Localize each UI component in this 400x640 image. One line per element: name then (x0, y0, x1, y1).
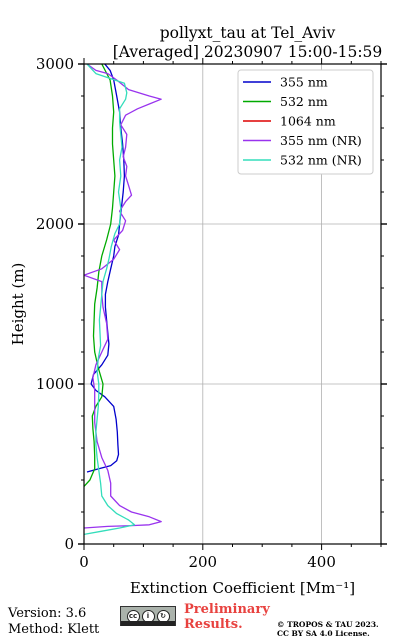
series-layer (84, 64, 162, 536)
series-line (84, 64, 136, 536)
x-tick-label: 400 (307, 553, 336, 571)
y-axis-label: Height (m) (9, 263, 27, 346)
legend-entry: 355 nm (NR) (280, 133, 362, 148)
copyright-line-1: © TROPOS & TAU 2023. (277, 620, 379, 629)
tick-layer: 0 200 400 0 1000 2000 3000 (36, 55, 387, 571)
chart-title-line-2: [Averaged] 20230907 15:00-15:59 (113, 43, 383, 61)
footer-meta: Version: 3.6 Method: Klett (8, 606, 99, 638)
series-line (84, 64, 162, 529)
copyright-note: © TROPOS & TAU 2023. CC BY SA 4.0 Licens… (277, 620, 379, 638)
y-tick-label: 0 (64, 535, 74, 553)
x-tick-label: 200 (188, 553, 217, 571)
legend-entry: 355 nm (280, 75, 328, 90)
legend-entry: 532 nm (NR) (280, 153, 362, 168)
chart-title-line-1: pollyxt_tau at Tel_Aviv (160, 24, 336, 42)
preliminary-line-2: Results. (184, 617, 243, 632)
y-tick-label: 1000 (36, 375, 74, 393)
legend: 355 nm 532 nm 1064 nm 355 nm (NR) 532 nm (NR… (237, 69, 374, 175)
x-tick-label: 0 (79, 553, 89, 571)
preliminary-line-1: Preliminary (184, 602, 270, 617)
y-tick-label: 2000 (36, 215, 74, 233)
preliminary-results-note: Preliminary Results. (184, 602, 270, 632)
legend-entry: 532 nm (280, 94, 328, 109)
legend-box (237, 69, 374, 175)
version-text: Version: 3.6 (8, 606, 87, 621)
copyright-line-2: CC BY SA 4.0 License. (277, 629, 370, 638)
cc-by-sa-icon: cc i ↻ (120, 606, 176, 626)
series-line (86, 64, 126, 473)
legend-entry: 1064 nm (280, 114, 336, 129)
y-tick-label: 3000 (36, 55, 74, 73)
method-text: Method: Klett (8, 622, 100, 637)
x-axis-label: Extinction Coefficient [Mm⁻¹] (130, 579, 355, 597)
series-line (84, 64, 116, 487)
